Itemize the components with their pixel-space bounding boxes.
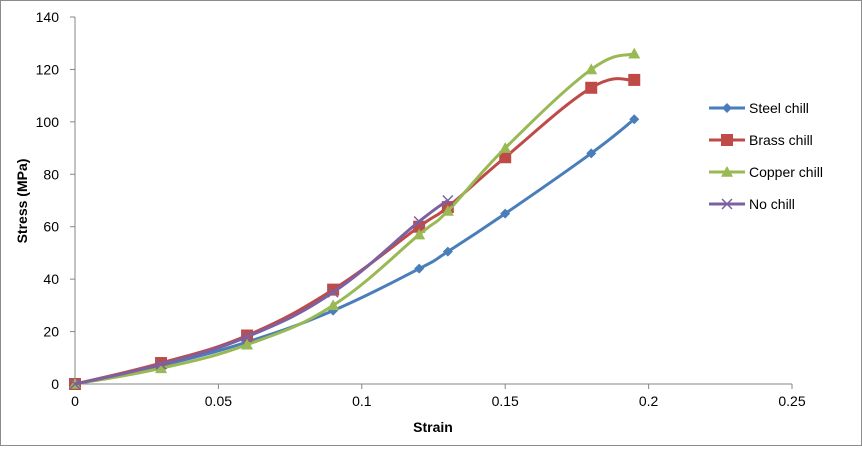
- legend-marker: [721, 198, 733, 210]
- series-brass-chill: [69, 73, 641, 390]
- series-no-chill: [69, 194, 454, 390]
- axes: [70, 16, 793, 389]
- series-line: [74, 199, 449, 386]
- x-tick-label: 0.15: [492, 393, 519, 409]
- data-point: [585, 63, 598, 75]
- legend-item: No chill: [709, 196, 795, 212]
- data-point: [241, 338, 254, 350]
- x-tick-label: 0.05: [205, 393, 232, 409]
- series-line: [74, 52, 635, 386]
- data-point: [413, 215, 425, 228]
- y-tick-label: 60: [43, 219, 59, 235]
- series-line: [74, 118, 636, 386]
- data-point: [441, 204, 454, 216]
- tick-labels: 0 0.05 0.1 0.15 0.2 0.25 0 20 40 60 80 100 120 140: [36, 9, 806, 409]
- data-point: [241, 331, 253, 343]
- legend-marker: [722, 103, 732, 113]
- legend-label: Steel chill: [749, 100, 809, 116]
- y-axis-title: Stress (MPa): [14, 159, 30, 244]
- legend-marker: [721, 166, 733, 177]
- data-point: [327, 286, 339, 298]
- legend-marker: [721, 134, 733, 146]
- data-point: [499, 151, 512, 164]
- data-point: [414, 263, 425, 274]
- x-tick-label: 0.25: [778, 393, 805, 409]
- legend-label: Brass chill: [749, 132, 813, 148]
- data-point: [499, 142, 512, 153]
- x-tick-label: 0.1: [352, 393, 372, 409]
- legend: Steel chill Brass chill Copper chill No chi…: [709, 100, 823, 212]
- y-tick-label: 80: [43, 166, 59, 182]
- data-point: [586, 148, 597, 159]
- series-lines: [69, 47, 641, 390]
- legend-item: Brass chill: [709, 132, 813, 148]
- data-point: [155, 362, 168, 374]
- legend-item: Steel chill: [709, 100, 809, 116]
- y-tick-label: 20: [43, 324, 59, 340]
- data-point: [327, 299, 340, 311]
- data-point: [442, 194, 454, 207]
- y-tick-label: 100: [36, 114, 60, 130]
- data-point: [500, 208, 511, 219]
- y-tick-label: 140: [36, 9, 60, 25]
- data-point: [442, 246, 453, 257]
- data-point: [628, 73, 641, 86]
- data-point: [69, 378, 81, 390]
- y-tick-label: 40: [43, 271, 59, 287]
- data-point: [629, 114, 640, 125]
- x-tick-label: 0: [71, 393, 79, 409]
- data-point: [585, 81, 598, 94]
- series-line: [74, 77, 635, 386]
- series-steel-chill: [70, 114, 640, 389]
- data-point: [413, 228, 426, 240]
- legend-label: No chill: [749, 196, 795, 212]
- data-point: [155, 358, 167, 370]
- legend-label: Copper chill: [749, 164, 823, 180]
- legend-item: Copper chill: [709, 164, 823, 180]
- data-point: [628, 47, 641, 59]
- x-tick-label: 0.2: [639, 393, 659, 409]
- y-tick-label: 120: [36, 61, 60, 77]
- y-tick-label: 0: [51, 376, 59, 392]
- series-copper-chill: [69, 47, 641, 389]
- x-axis-title: Strain: [413, 419, 453, 435]
